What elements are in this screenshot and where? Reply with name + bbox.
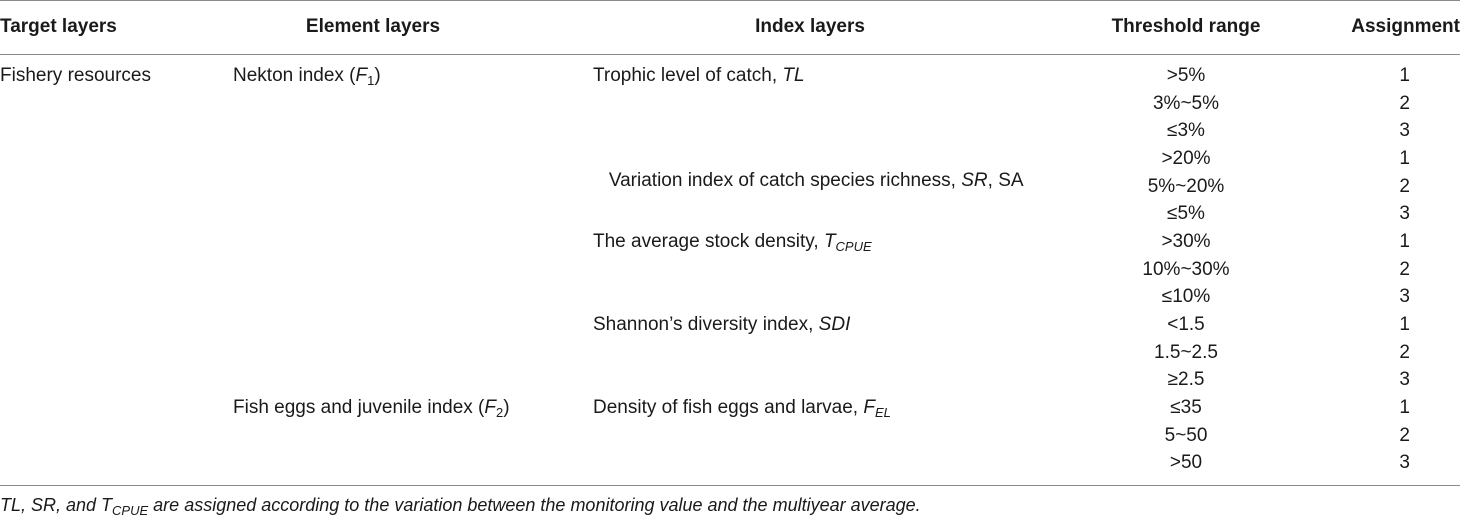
assignment-cell: 3 <box>1399 452 1410 473</box>
threshold-cell: >5% <box>1166 65 1206 86</box>
index-layer-species-richness: Variation index of catch species richnes… <box>593 148 1024 192</box>
target-layer-label: Fishery resources <box>0 65 151 86</box>
assignment-cell: 1 <box>1399 65 1410 86</box>
element-symbol: F <box>484 397 496 418</box>
index-label: Trophic level of catch, <box>593 65 783 86</box>
table-footnote: TL, SR, and TCPUE are assigned according… <box>0 494 921 518</box>
threshold-cell: 5%~20% <box>1147 176 1225 197</box>
index-extra: , SA <box>987 170 1024 191</box>
threshold-cell: ≤10% <box>1161 286 1211 307</box>
assignment-cell: 2 <box>1399 259 1410 280</box>
element-close: ) <box>503 397 510 418</box>
threshold-cell: ≤5% <box>1167 203 1205 224</box>
index-symbol: TL <box>782 65 805 86</box>
threshold-cell: >30% <box>1161 231 1211 252</box>
element-layer-nekton: Nekton index (F1) <box>233 65 381 87</box>
threshold-cell: 10%~30% <box>1142 259 1230 280</box>
threshold-cell: 1.5~2.5 <box>1154 342 1218 363</box>
assignment-cell: 3 <box>1399 120 1410 141</box>
index-symbol: F <box>863 397 875 418</box>
index-layer-fish-eggs-density: Density of fish eggs and larvae, FEL <box>593 397 891 419</box>
assignment-cell: 3 <box>1399 203 1410 224</box>
table-top-rule <box>0 0 1460 1</box>
assignment-cell: 1 <box>1399 314 1410 335</box>
assignment-cell: 2 <box>1399 93 1410 114</box>
assignment-cell: 1 <box>1399 148 1410 169</box>
index-symbol: SR <box>961 170 988 191</box>
assignment-cell: 2 <box>1399 342 1410 363</box>
index-label: Shannon’s diversity index, <box>593 314 819 335</box>
threshold-cell: >50 <box>1169 452 1203 473</box>
element-subscript: 1 <box>367 73 375 88</box>
element-close: ) <box>374 65 381 86</box>
header-element-layers: Element layers <box>305 16 441 37</box>
threshold-cell: 5~50 <box>1164 425 1208 446</box>
element-symbol: F <box>355 65 368 86</box>
footnote-subscript: CPUE <box>112 503 149 518</box>
index-subscript: EL <box>874 405 891 420</box>
index-label: Variation index of catch species richnes… <box>603 170 962 191</box>
index-layer-trophic-level: Trophic level of catch, TL <box>593 65 805 87</box>
index-label: The average stock density, <box>593 231 824 252</box>
header-threshold-range: Threshold range <box>1111 16 1261 37</box>
index-label: Density of fish eggs and larvae, <box>593 397 864 418</box>
header-index-layers: Index layers <box>755 16 865 37</box>
assignment-cell: 2 <box>1399 176 1410 197</box>
assignment-cell: 3 <box>1399 286 1410 307</box>
index-layer-stock-density: The average stock density, TCPUE <box>593 231 872 253</box>
footnote-post: are assigned according to the variation … <box>148 495 921 515</box>
threshold-cell: ≤35 <box>1170 397 1202 418</box>
threshold-cell: <1.5 <box>1167 314 1205 335</box>
index-symbol: T <box>823 231 836 252</box>
element-label: Fish eggs and juvenile index ( <box>233 397 485 418</box>
threshold-cell: ≥2.5 <box>1167 369 1205 390</box>
table-bottom-rule <box>0 485 1460 486</box>
header-assignment: Assignment <box>1351 16 1460 37</box>
footnote-pre: TL, SR, and T <box>0 495 113 515</box>
element-label: Nekton index ( <box>233 65 356 86</box>
element-layer-fish-eggs: Fish eggs and juvenile index (F2) <box>233 397 510 419</box>
threshold-cell: 3%~5% <box>1152 93 1220 114</box>
index-subscript: CPUE <box>835 239 872 254</box>
threshold-cell: ≤3% <box>1167 120 1205 141</box>
assignment-cell: 1 <box>1399 397 1410 418</box>
element-subscript: 2 <box>495 405 504 420</box>
header-bottom-rule <box>0 54 1460 55</box>
assignment-cell: 3 <box>1399 369 1410 390</box>
threshold-cell: >20% <box>1161 148 1211 169</box>
assignment-cell: 2 <box>1399 425 1410 446</box>
index-symbol: SDI <box>818 314 851 335</box>
assignment-cell: 1 <box>1399 231 1410 252</box>
header-target-layers: Target layers <box>0 16 117 37</box>
index-layer-shannon-diversity: Shannon’s diversity index, SDI <box>593 314 850 336</box>
